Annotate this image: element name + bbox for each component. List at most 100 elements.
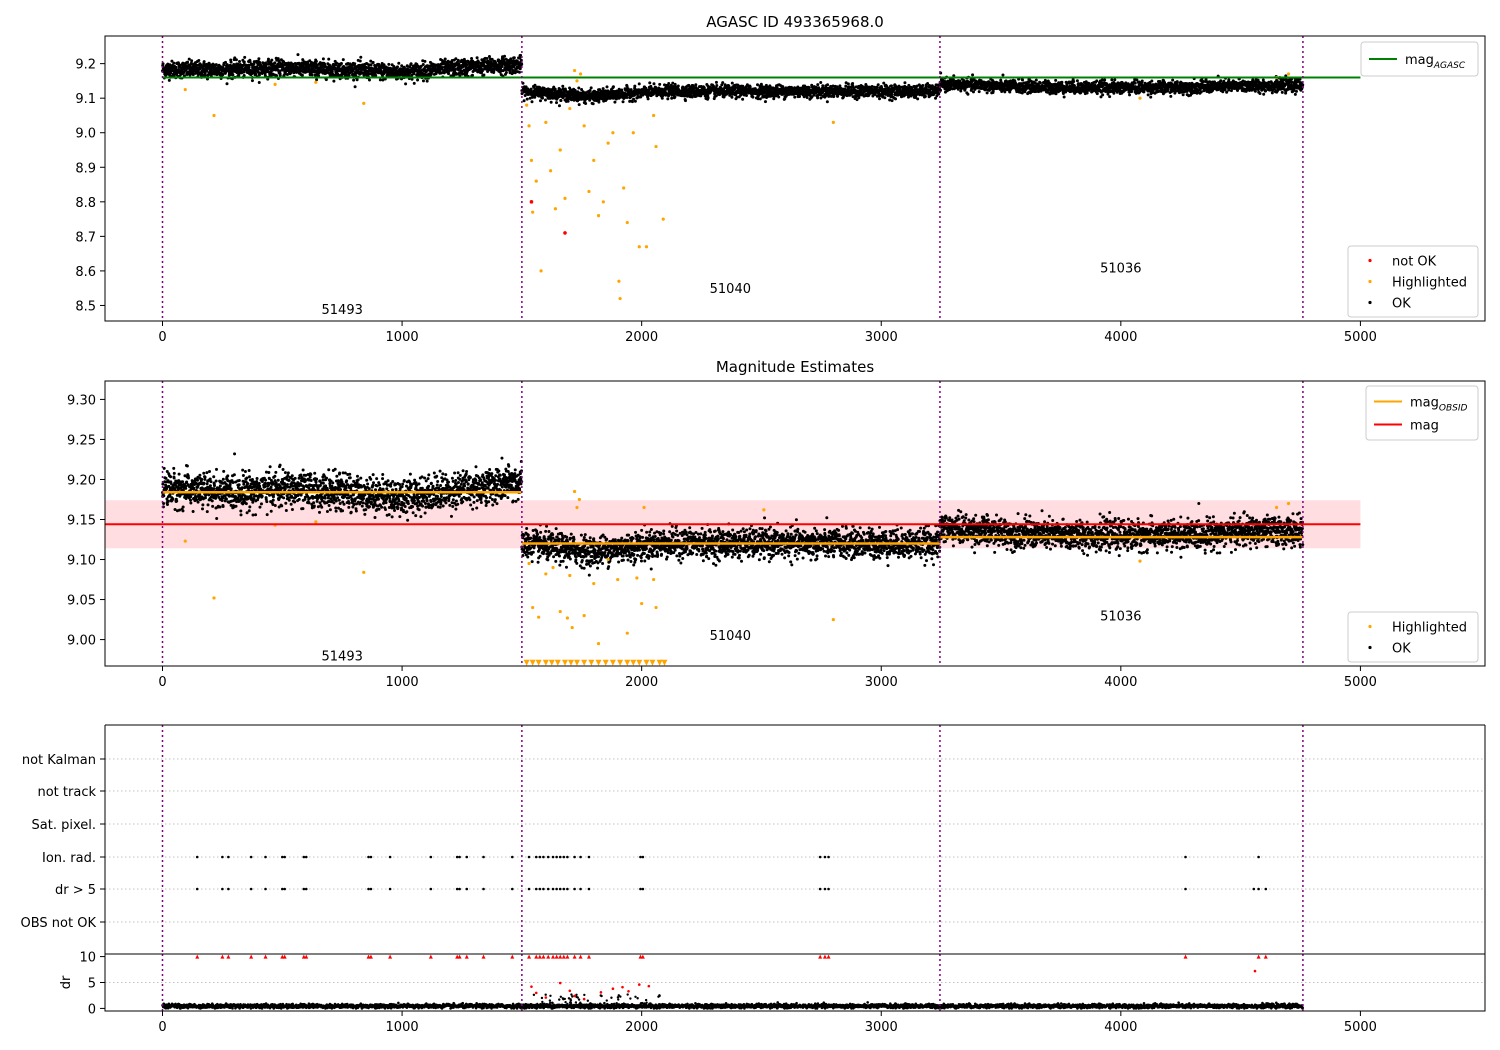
ok-point <box>397 61 401 65</box>
ok-point <box>621 100 625 104</box>
ok-point <box>637 82 641 86</box>
ok-point <box>971 90 975 94</box>
ok-point <box>1001 73 1005 77</box>
ok-point <box>186 60 190 64</box>
ok-point <box>236 64 240 68</box>
ok-point <box>832 94 836 98</box>
ok-point <box>395 65 399 69</box>
ok-point <box>203 73 207 77</box>
ok-point <box>475 56 479 60</box>
ok-point <box>273 61 277 65</box>
ok-point <box>890 93 894 97</box>
ok-point <box>242 60 246 64</box>
ok-point <box>730 95 734 99</box>
ok-point <box>876 83 880 87</box>
ok-point <box>666 97 670 101</box>
ok-point <box>359 55 363 59</box>
ok-point <box>278 73 282 77</box>
ok-point <box>751 95 755 99</box>
ok-point <box>324 78 328 82</box>
chart-title-1: AGASC ID 493365968.0 <box>706 13 884 31</box>
ok-point <box>221 73 225 77</box>
ok-point <box>741 97 745 101</box>
ok-point <box>613 100 617 104</box>
ok-point <box>509 57 513 61</box>
ok-point <box>248 59 252 63</box>
ok-point <box>247 66 251 70</box>
ok-point <box>238 60 242 64</box>
ok-point <box>512 56 516 60</box>
ok-point <box>589 86 593 90</box>
ok-point <box>1034 78 1038 82</box>
ok-point <box>247 63 251 67</box>
ok-point <box>816 83 820 87</box>
ok-point <box>409 62 413 66</box>
ok-point <box>878 97 882 101</box>
ok-point <box>721 81 725 85</box>
ok-point <box>611 85 615 89</box>
ok-point <box>310 73 314 77</box>
ok-point <box>327 57 331 61</box>
ok-point <box>667 82 671 86</box>
ok-point <box>730 81 734 85</box>
ok-point <box>715 84 719 88</box>
ok-point <box>577 103 581 107</box>
ok-point <box>846 82 850 86</box>
ok-point <box>825 100 829 104</box>
ok-point <box>838 84 842 88</box>
ok-point <box>566 99 570 103</box>
ok-point <box>387 62 391 66</box>
ok-point <box>275 74 279 78</box>
ok-point <box>404 82 408 86</box>
ok-point <box>202 60 206 64</box>
ok-point <box>400 64 404 68</box>
ok-point <box>816 96 820 100</box>
ok-point <box>252 62 256 66</box>
ok-point <box>821 84 825 88</box>
ok-point <box>197 58 201 62</box>
ok-point <box>242 74 246 78</box>
ok-point <box>676 84 680 88</box>
ok-point <box>187 57 191 61</box>
ok-point <box>588 88 592 92</box>
ok-points <box>161 53 1305 108</box>
ok-point <box>882 81 886 85</box>
ok-point <box>416 78 420 82</box>
ok-point <box>264 63 268 67</box>
ok-point <box>807 86 811 90</box>
ok-point <box>793 95 797 99</box>
ok-point <box>353 62 357 66</box>
ok-point <box>890 99 894 103</box>
ok-point <box>744 94 748 98</box>
ok-point <box>1062 95 1066 99</box>
ok-point <box>758 97 762 101</box>
ok-point <box>500 65 504 69</box>
ok-point <box>378 78 382 82</box>
ok-point <box>266 57 270 61</box>
ok-point <box>549 100 553 104</box>
ok-point <box>250 79 254 83</box>
ok-point <box>601 87 605 91</box>
ok-point <box>889 84 893 88</box>
ok-point <box>706 96 710 100</box>
ok-point <box>529 87 533 91</box>
ok-point <box>648 81 652 85</box>
ok-point <box>658 82 662 86</box>
ok-point <box>923 94 927 98</box>
ok-point <box>172 61 176 65</box>
ok-point <box>826 83 830 87</box>
ok-point <box>225 82 229 86</box>
ok-point <box>412 81 416 85</box>
ok-point <box>353 85 357 89</box>
chart-title-2: Magnitude Estimates <box>716 358 874 376</box>
ok-point <box>561 84 565 88</box>
ok-point <box>652 82 656 86</box>
ok-point <box>921 83 925 87</box>
ok-point <box>470 73 474 77</box>
ok-point <box>977 90 981 94</box>
ok-point <box>670 96 674 100</box>
ok-point <box>951 78 955 82</box>
ok-point <box>966 92 970 96</box>
